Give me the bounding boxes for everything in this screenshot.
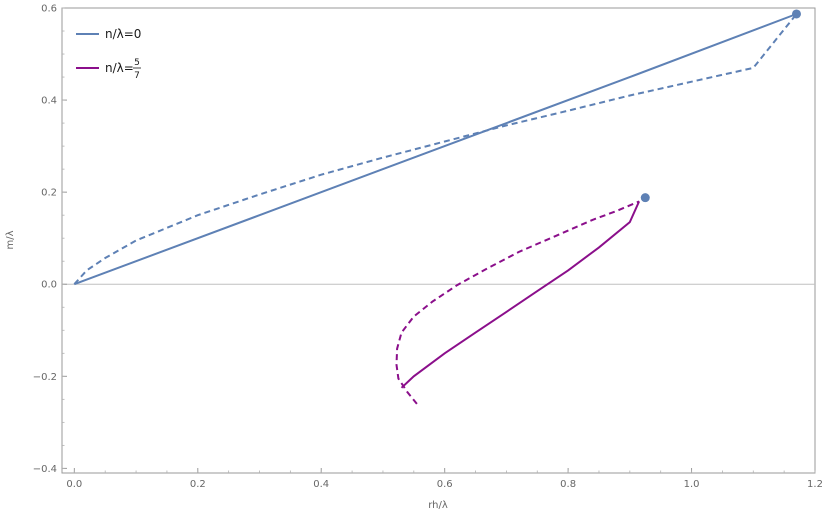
x-axis-ticks: 0.0 0.2 0.4 0.6 0.8 1.0 1.2 xyxy=(66,468,823,490)
y-tick-label: 0.6 xyxy=(41,4,57,15)
x-tick-label: 0.8 xyxy=(560,479,576,490)
plot-frame xyxy=(61,7,816,474)
endpoint-marker-2 xyxy=(640,193,650,203)
series-2-dashed-line xyxy=(395,200,640,405)
x-tick-label: 1.2 xyxy=(807,479,823,490)
x-axis-label: rh/λ xyxy=(428,500,448,511)
marker-layer xyxy=(640,9,801,203)
x-tick-label: 0.4 xyxy=(313,479,329,490)
x-tick-label: 0.6 xyxy=(437,479,453,490)
y-axis-ticks: −0.4 −0.2 0.0 0.2 0.4 0.6 xyxy=(33,4,67,475)
legend-label-series-2-denominator: 7 xyxy=(134,71,140,81)
endpoint-marker-1 xyxy=(791,9,801,19)
legend-label-series-2-numerator: 5 xyxy=(134,58,140,68)
y-tick-label: −0.2 xyxy=(33,372,57,383)
x-tick-label: 0.2 xyxy=(190,479,206,490)
series-1-dashed-line xyxy=(73,13,798,285)
legend: n/λ=0 n/λ= 5 7 xyxy=(76,27,141,81)
y-tick-label: 0.0 xyxy=(41,280,57,291)
x-tick-label: 1.0 xyxy=(684,479,700,490)
series-layer xyxy=(73,13,798,405)
series-1-solid-line xyxy=(73,13,797,286)
y-tick-label: 0.4 xyxy=(41,96,57,107)
y-axis-label: m/λ xyxy=(5,230,16,249)
y-tick-label: 0.2 xyxy=(41,188,57,199)
x-tick-label: 0.0 xyxy=(66,479,82,490)
legend-label-series-1: n/λ=0 xyxy=(105,27,141,41)
series-2-solid-line xyxy=(400,200,641,389)
y-tick-label: −0.4 xyxy=(33,464,57,475)
legend-label-series-2-prefix: n/λ= xyxy=(105,61,134,75)
